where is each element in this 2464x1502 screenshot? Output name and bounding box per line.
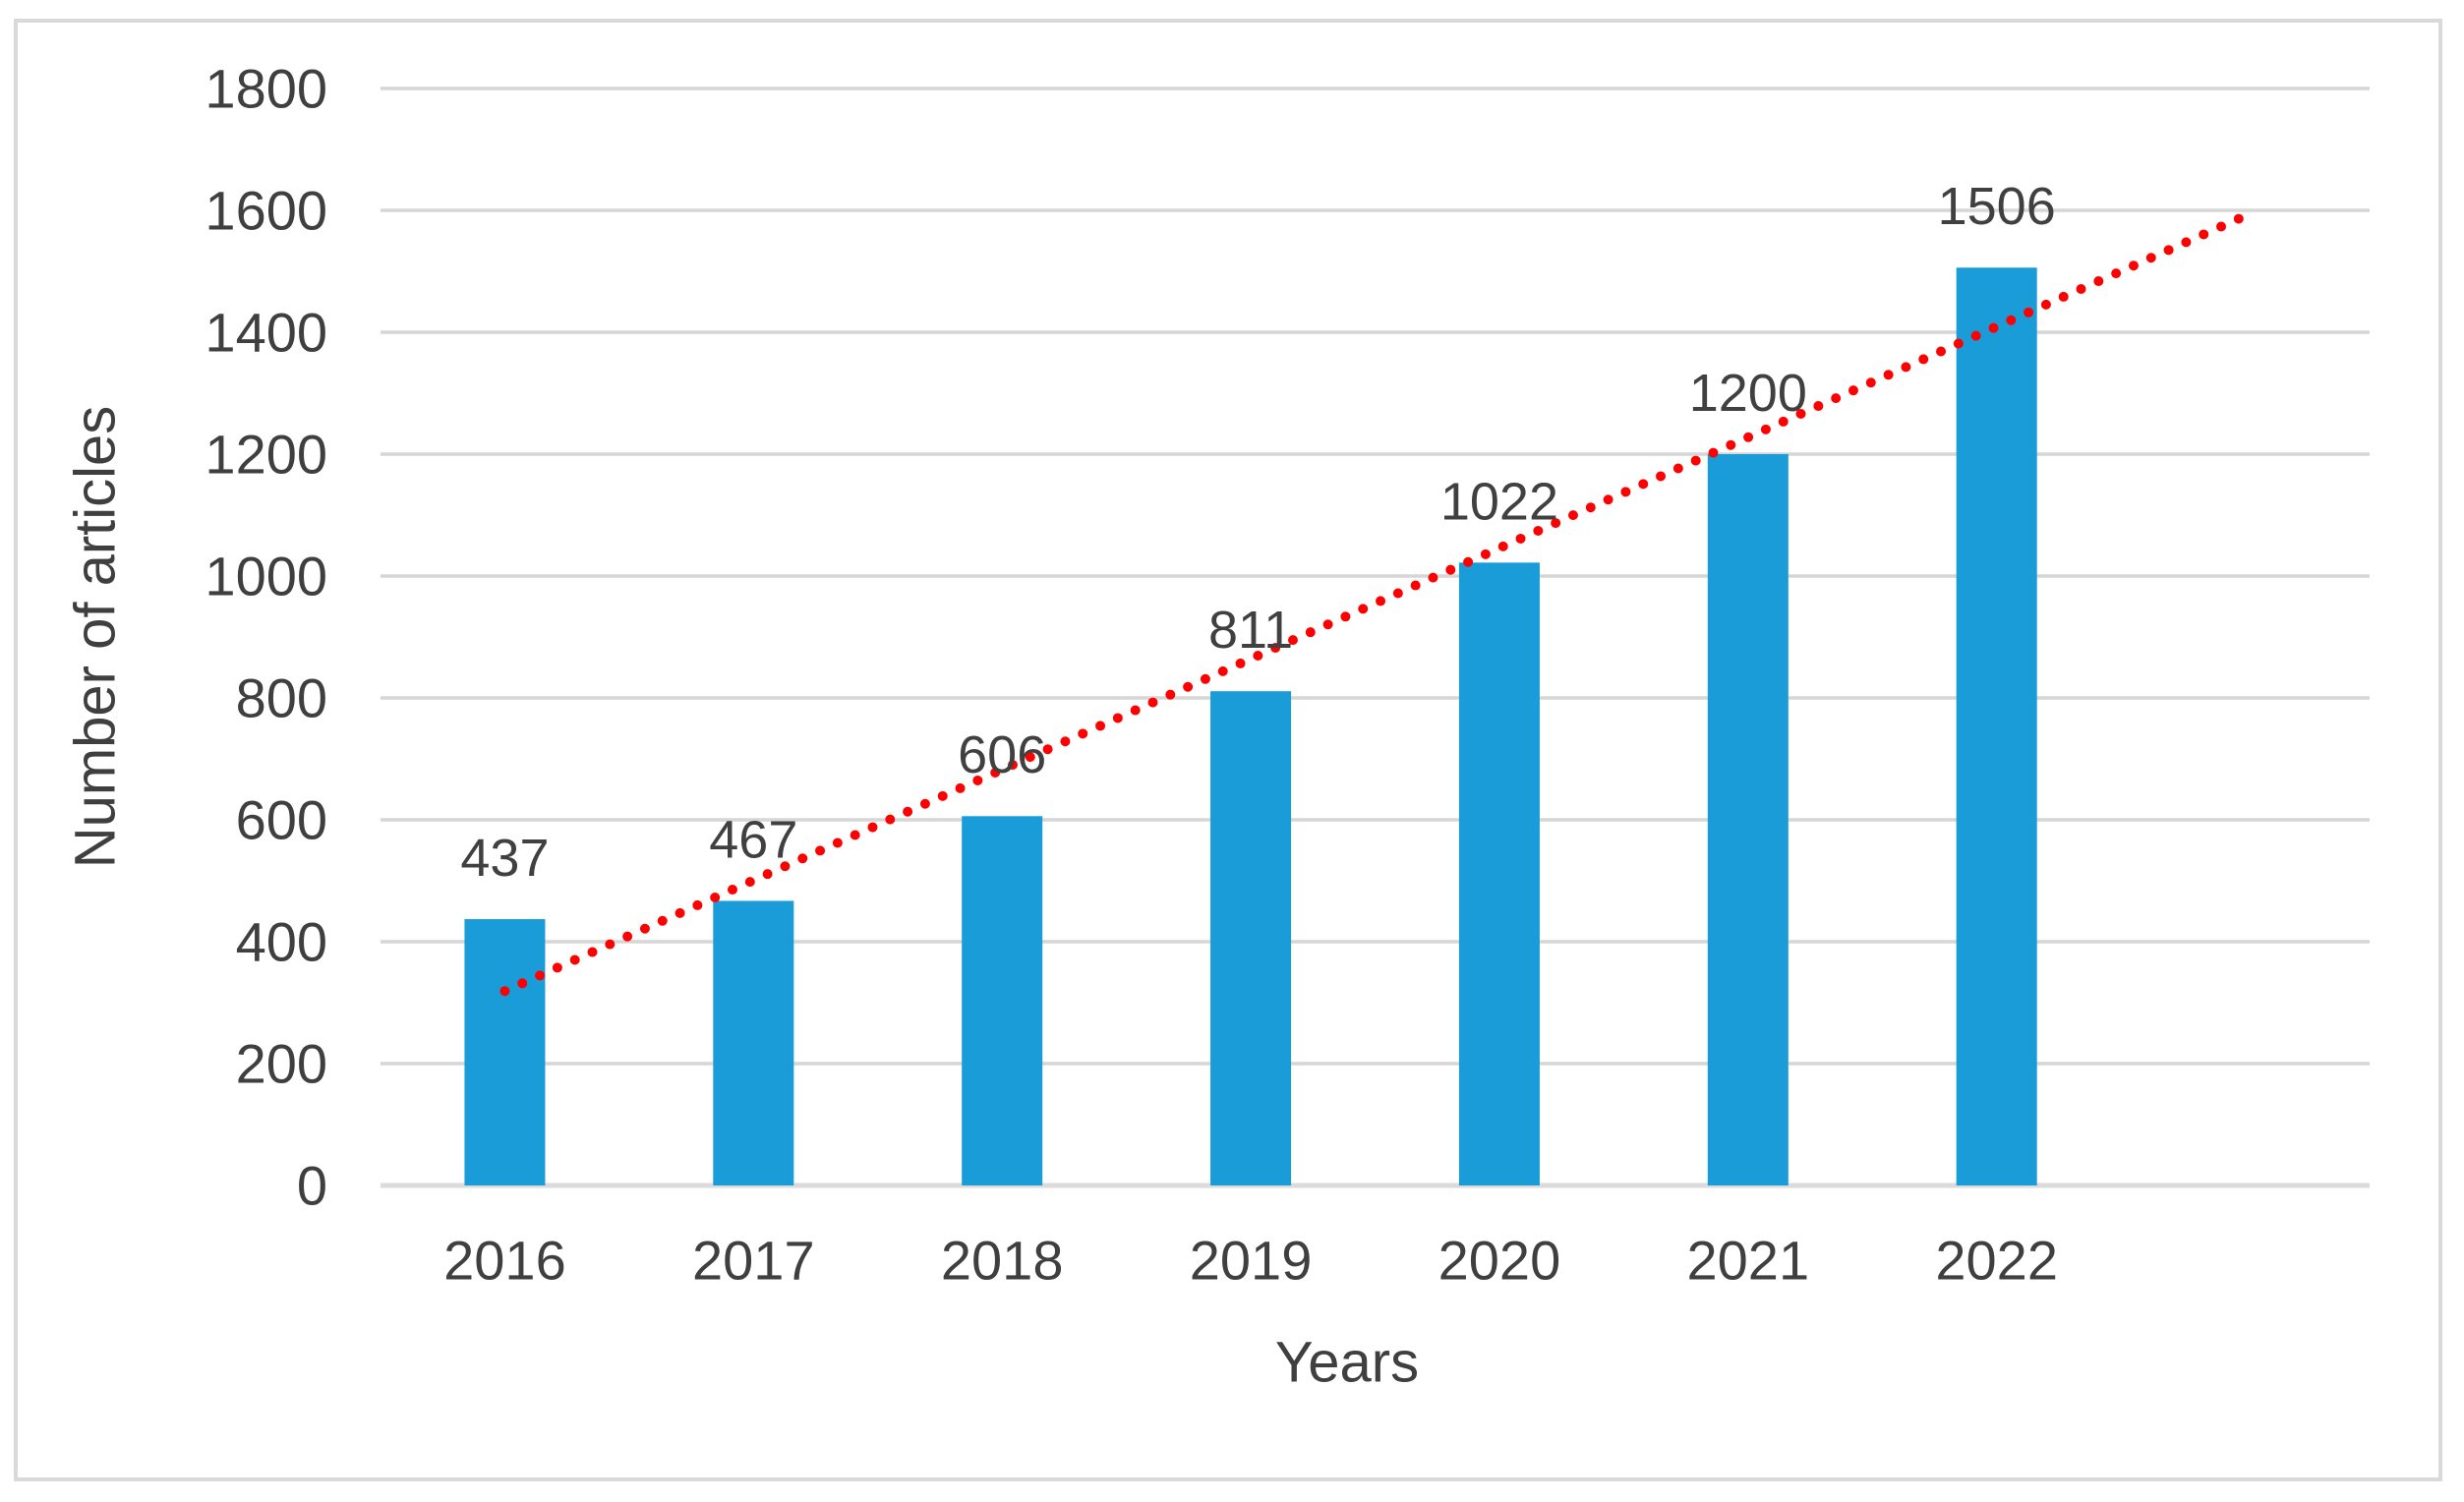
bar-value-label-2022: 1506 bbox=[1938, 177, 2056, 236]
x-tick-label-2021: 2021 bbox=[1687, 1230, 1810, 1292]
x-tick-label-2022: 2022 bbox=[1935, 1230, 2058, 1292]
bar-value-label-2016: 437 bbox=[460, 829, 549, 888]
gridlines-group bbox=[381, 87, 2370, 1188]
y-axis-tick-labels: 0 200 400 600 800 1000 1200 1400 1600 1800 bbox=[205, 58, 327, 1217]
data-labels-group: 437 467 606 811 1022 1200 1506 bbox=[460, 177, 2055, 888]
x-axis-tick-labels: 2016 2017 2018 2019 2020 2021 2022 bbox=[443, 1230, 2058, 1292]
x-tick-label-2016: 2016 bbox=[443, 1230, 566, 1292]
bar-value-label-2018: 606 bbox=[958, 725, 1046, 784]
bar-value-label-2020: 1022 bbox=[1440, 472, 1558, 531]
bar-2017 bbox=[713, 900, 794, 1185]
y-tick-label-200: 200 bbox=[236, 1033, 327, 1095]
bar-value-label-2017: 467 bbox=[709, 810, 797, 869]
y-tick-label-1600: 1600 bbox=[205, 180, 327, 242]
y-tick-label-800: 800 bbox=[236, 667, 327, 729]
bar-value-label-2019: 811 bbox=[1208, 601, 1293, 660]
y-tick-label-1800: 1800 bbox=[205, 58, 327, 120]
linear-trendline bbox=[499, 210, 2251, 997]
y-tick-label-1400: 1400 bbox=[205, 302, 327, 364]
y-tick-label-400: 400 bbox=[236, 911, 327, 973]
bar-2021 bbox=[1707, 454, 1789, 1185]
x-tick-label-2019: 2019 bbox=[1190, 1230, 1313, 1292]
bar-value-label-2021: 1200 bbox=[1689, 364, 1807, 423]
x-tick-label-2018: 2018 bbox=[941, 1230, 1064, 1292]
y-axis-title: Number of articles bbox=[63, 406, 127, 869]
y-tick-label-1000: 1000 bbox=[205, 546, 327, 607]
y-tick-label-0: 0 bbox=[297, 1155, 327, 1217]
bar-2016 bbox=[464, 919, 546, 1185]
bar-2020 bbox=[1458, 562, 1540, 1185]
bar-2018 bbox=[962, 816, 1043, 1185]
bar-2019 bbox=[1210, 691, 1292, 1185]
x-tick-label-2020: 2020 bbox=[1438, 1230, 1561, 1292]
bar-2022 bbox=[1956, 267, 2037, 1185]
y-tick-label-600: 600 bbox=[236, 789, 327, 851]
x-axis-title: Years bbox=[1275, 1330, 1419, 1394]
y-tick-label-1200: 1200 bbox=[205, 424, 327, 486]
bars-group bbox=[464, 267, 2037, 1185]
x-tick-label-2017: 2017 bbox=[692, 1230, 815, 1292]
